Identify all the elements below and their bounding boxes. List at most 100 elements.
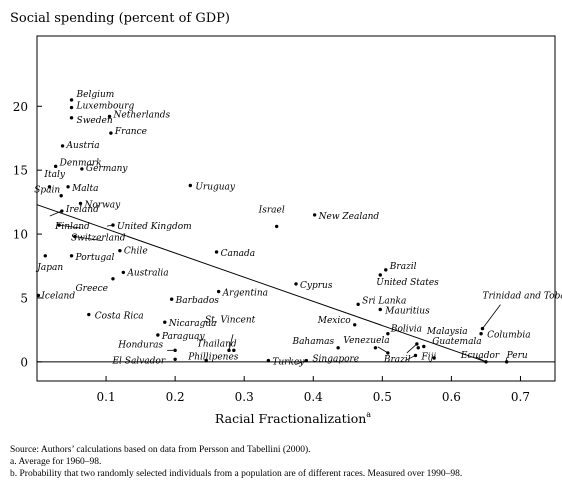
data-point xyxy=(80,167,84,171)
chart-notes: Source: Authors’ calculations based on d… xyxy=(10,444,555,480)
point-label: Cyprus xyxy=(300,281,333,291)
x-axis-label-superscript: a xyxy=(366,410,371,419)
data-point xyxy=(479,332,483,336)
x-tick-label: 0.6 xyxy=(442,390,461,404)
data-point xyxy=(47,185,52,189)
leader-line xyxy=(295,360,307,365)
point-label: Sri Lanka xyxy=(362,296,406,306)
data-point xyxy=(294,282,298,286)
point-label: Bahamas xyxy=(291,337,334,347)
footnote-a: a. Average for 1960–98. xyxy=(10,457,102,467)
data-point xyxy=(87,312,91,317)
point-label: Israel xyxy=(258,205,285,215)
point-label: Barbados xyxy=(175,296,220,306)
data-point xyxy=(173,357,177,361)
point-label: Turkey xyxy=(272,358,305,368)
leader-line xyxy=(377,346,389,354)
point-label: Luxembourg xyxy=(76,102,135,112)
data-point xyxy=(336,346,340,350)
point-label: Spain xyxy=(34,186,60,196)
point-label: Ecuador xyxy=(460,351,500,361)
data-point xyxy=(386,332,390,336)
data-point xyxy=(266,358,271,363)
data-point xyxy=(69,254,74,258)
data-point xyxy=(60,144,65,148)
leader-line xyxy=(49,210,63,217)
data-point xyxy=(214,250,219,254)
x-tick-label: 0.4 xyxy=(304,390,323,404)
x-tick-label: 0.1 xyxy=(97,390,116,404)
data-point xyxy=(36,293,41,298)
point-label: Phillipenes xyxy=(187,353,239,363)
data-point xyxy=(163,320,167,324)
point-label: Finland xyxy=(54,222,90,232)
point-label: Chile xyxy=(124,247,148,257)
data-point xyxy=(378,307,382,312)
point-label: Malta xyxy=(71,184,98,194)
point-label: Belgium xyxy=(76,90,115,100)
x-tick-label: 0.3 xyxy=(235,390,254,404)
point-label: United States xyxy=(376,278,439,288)
data-point xyxy=(69,116,74,120)
point-label: Denmark xyxy=(59,158,102,168)
point-label: Greece xyxy=(75,284,108,294)
y-tick-label: 5 xyxy=(20,291,28,305)
y-tick-label: 15 xyxy=(13,164,28,178)
point-label: Switzerland xyxy=(71,234,126,244)
point-label: Malaysia xyxy=(426,327,468,337)
data-point xyxy=(53,164,58,169)
leader-line xyxy=(482,304,501,329)
point-label: Iceland xyxy=(40,291,75,301)
y-tick-label: 10 xyxy=(13,228,28,242)
data-point xyxy=(378,273,382,277)
leader-line xyxy=(475,356,487,363)
y-tick-label: 20 xyxy=(13,100,28,114)
y-tick-label: 0 xyxy=(20,355,28,369)
data-point xyxy=(69,98,74,102)
data-point xyxy=(107,114,112,119)
data-point xyxy=(373,346,378,350)
leader-line xyxy=(228,334,234,351)
point-label: Fiji xyxy=(420,352,436,362)
x-tick-label: 0.2 xyxy=(166,390,185,404)
data-point xyxy=(109,131,113,135)
data-point xyxy=(384,268,388,272)
point-label: Argentina xyxy=(222,289,268,299)
point-label: Ireland xyxy=(65,205,99,215)
fit-line xyxy=(36,204,487,363)
point-label: Guatemala xyxy=(432,337,481,347)
data-point xyxy=(274,224,279,229)
point-label: Columbia xyxy=(487,331,531,341)
data-point xyxy=(121,270,126,275)
leader-line xyxy=(106,224,114,227)
x-axis-label: Racial Fractionalizationa xyxy=(215,410,371,426)
point-label: Mauritius xyxy=(384,306,430,316)
data-point xyxy=(188,183,193,188)
point-label: Italy xyxy=(43,170,65,180)
point-label: Mexico xyxy=(317,316,352,326)
data-point xyxy=(78,201,83,206)
point-label: St. Vincent xyxy=(205,315,256,325)
chart-title: Social spending (percent of GDP) xyxy=(10,11,230,26)
point-label: Norway xyxy=(84,200,122,210)
point-label: Costa Rica xyxy=(95,312,144,322)
data-point xyxy=(416,346,420,350)
data-point xyxy=(111,277,115,281)
point-label: Australia xyxy=(126,268,168,278)
point-label: New Zealand xyxy=(318,212,380,222)
leader-line xyxy=(405,355,416,361)
data-point xyxy=(312,213,317,217)
data-point xyxy=(111,223,115,227)
point-label: Portugal xyxy=(75,253,115,263)
data-point xyxy=(156,333,160,337)
data-point xyxy=(66,185,70,189)
scatter-chart: Social spending (percent of GDP) 0.1 0.2 0… xyxy=(10,11,562,426)
x-tick-label: 0.7 xyxy=(511,390,530,404)
point-label: Canada xyxy=(221,249,256,259)
point-label: Japan xyxy=(35,263,63,273)
source-note: Source: Authors’ calculations based on d… xyxy=(10,445,311,455)
point-label: United Kingdom xyxy=(117,222,192,232)
data-point xyxy=(232,348,236,353)
point-label: El Salvador xyxy=(111,356,165,366)
data-point xyxy=(59,194,63,198)
